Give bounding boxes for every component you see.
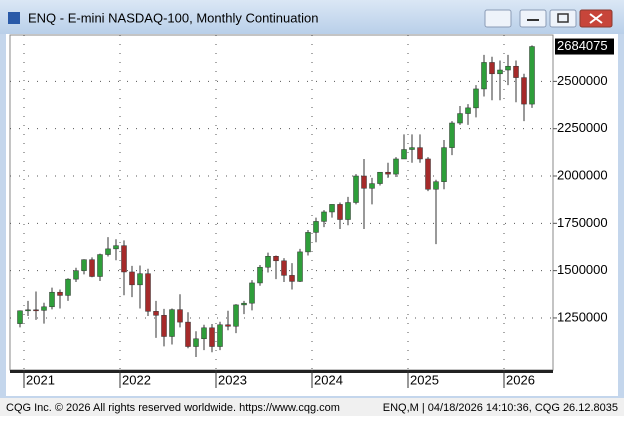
candle-body (305, 232, 311, 253)
y-tick-label: 1500000 (557, 262, 608, 277)
candle-body (297, 251, 303, 282)
candle-body (81, 259, 87, 271)
candle-body (393, 158, 399, 175)
candle-body (169, 309, 175, 337)
candle-body (361, 175, 367, 189)
candle-body (185, 321, 191, 347)
y-tick-label: 2250000 (557, 120, 608, 135)
candle-body (417, 147, 423, 160)
plot-area (9, 34, 554, 371)
link-button[interactable] (484, 9, 512, 28)
candle-body (113, 245, 119, 250)
candle-body (257, 266, 263, 284)
candle-body (321, 211, 327, 222)
last-price-box (555, 38, 614, 55)
footer-bar (0, 398, 624, 416)
candle-body (313, 221, 319, 233)
candle-body (401, 149, 407, 160)
candle-body (73, 270, 79, 280)
candle-body (65, 278, 71, 296)
candle-body (345, 202, 351, 220)
candle-body (281, 260, 287, 276)
candle-body (409, 147, 415, 150)
x-axis-strip (10, 370, 553, 373)
candle-body (289, 275, 295, 282)
candle-body (337, 204, 343, 220)
candle-body (377, 171, 383, 184)
maximize-button[interactable] (549, 9, 577, 28)
candle-body (105, 248, 111, 255)
candle-body (465, 107, 471, 114)
candle-body (217, 324, 223, 347)
x-tick-label: 2023 (218, 372, 247, 387)
close-icon (589, 13, 603, 24)
candle-body (33, 309, 39, 312)
x-tick-label: 2024 (314, 372, 343, 387)
footer-left: CQG Inc. © 2026 All rights reserved worl… (6, 402, 340, 414)
candle-body (129, 271, 135, 286)
candle-body (425, 158, 431, 190)
candle-body (241, 302, 247, 306)
candle-body (225, 324, 231, 327)
candle-body (513, 65, 519, 78)
candle-body (249, 282, 255, 304)
candle-body (145, 273, 151, 312)
candle-body (529, 46, 535, 105)
candle-body (17, 310, 23, 324)
x-tick-label: 2022 (122, 372, 151, 387)
candle-body (89, 259, 95, 277)
candle-body (521, 77, 527, 105)
candle-body (385, 171, 391, 175)
candle-body (49, 291, 55, 308)
window-title: ENQ - E-mini NASDAQ-100, Monthly Continu… (28, 10, 318, 25)
x-tick-label: 2026 (506, 372, 535, 387)
candle-body (161, 315, 167, 337)
candle-body (201, 327, 207, 340)
candle-body (265, 256, 271, 268)
x-tick-label: 2025 (410, 372, 439, 387)
candle-body (137, 273, 143, 286)
candle-body (457, 113, 463, 124)
footer-right: ENQ,M | 04/18/2026 14:10:36, CQG 26.12.8… (383, 402, 618, 414)
y-tick-label: 1750000 (557, 215, 608, 230)
candle-body (433, 181, 439, 190)
y-tick-label: 2500000 (557, 73, 608, 88)
candle-body (369, 183, 375, 189)
candle-body (177, 309, 183, 323)
candle-body (497, 69, 503, 75)
candle-body (353, 175, 359, 203)
candle-body (233, 304, 239, 327)
app-icon (8, 12, 20, 24)
candle-body (329, 204, 335, 213)
candle-body (57, 291, 63, 296)
candle-body (121, 245, 127, 273)
candle-body (481, 62, 487, 90)
candle-body (41, 306, 47, 311)
candle-body (473, 88, 479, 109)
maximize-icon (557, 13, 569, 23)
candle-body (273, 256, 279, 262)
candle-body (505, 65, 511, 71)
candle-body (441, 147, 447, 182)
minimize-button[interactable] (519, 9, 547, 28)
candle-body (97, 254, 103, 277)
candle-body (449, 122, 455, 148)
candle-body (209, 327, 215, 347)
x-tick-label: 2021 (26, 372, 55, 387)
candle-body (193, 338, 199, 347)
last-price-label: 2684075 (557, 38, 608, 53)
y-tick-label: 2000000 (557, 167, 608, 182)
candle-body (25, 309, 31, 312)
y-tick-label: 1250000 (557, 309, 608, 324)
candle-body (489, 62, 495, 75)
candle-body (153, 311, 159, 316)
